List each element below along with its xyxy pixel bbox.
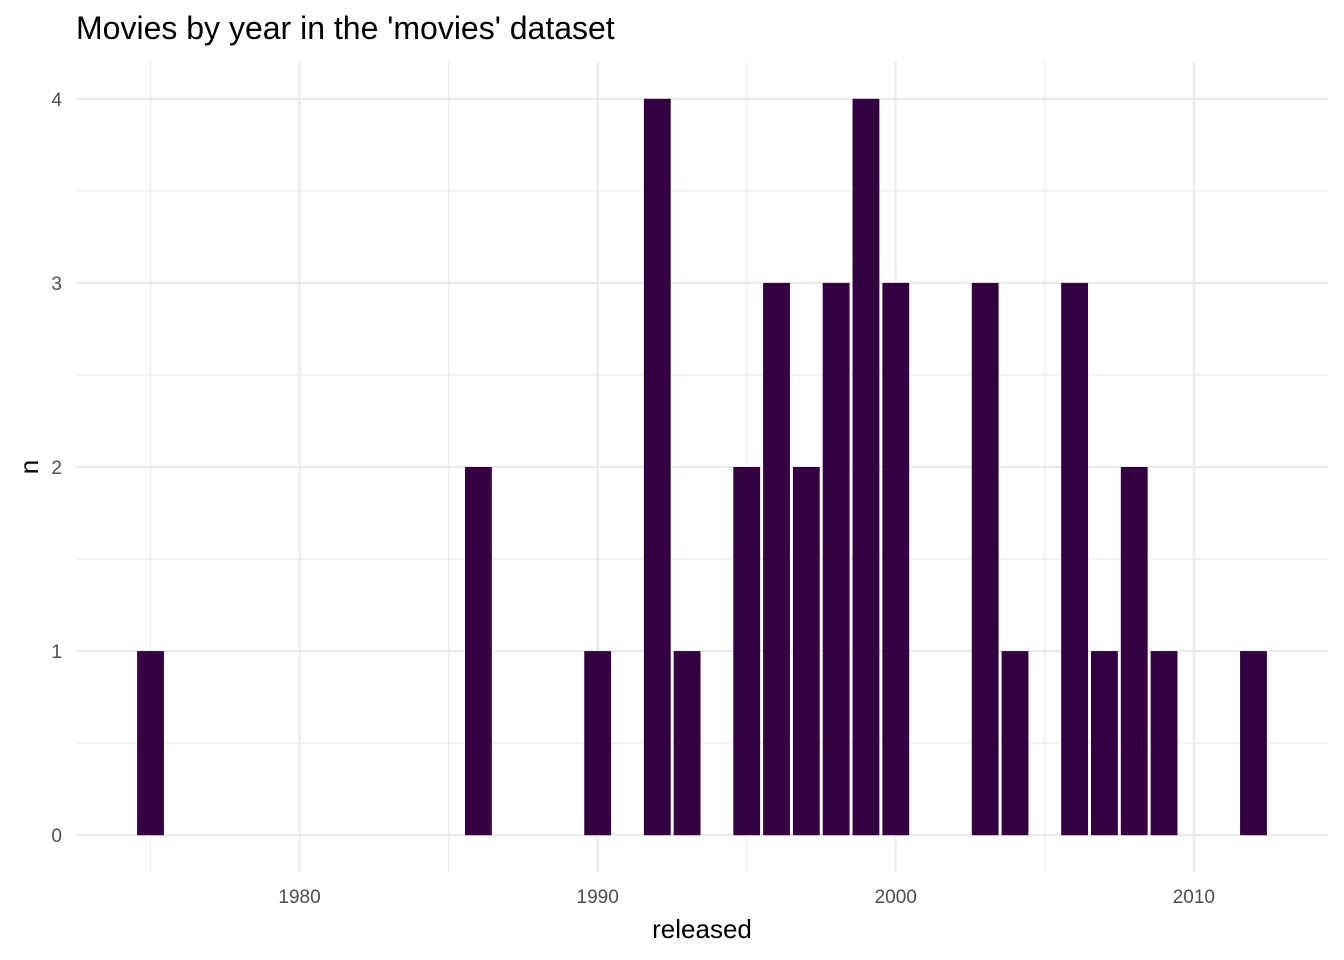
y-tick-label: 2: [51, 458, 62, 479]
x-tick-label: 2000: [875, 887, 917, 908]
y-tick-label: 1: [51, 642, 62, 663]
bar: [137, 651, 164, 836]
bar: [1061, 282, 1089, 836]
y-axis-ticks: 0 1 2 3 4: [51, 90, 62, 847]
bar: [465, 467, 492, 836]
bar: [643, 98, 671, 836]
bar: [1120, 467, 1148, 836]
bar: [733, 467, 761, 836]
bar: [971, 282, 999, 836]
bars: [137, 98, 1267, 836]
y-axis-title: n: [14, 460, 44, 474]
bar: [1150, 651, 1178, 836]
bar: [882, 282, 910, 836]
bar: [792, 467, 820, 836]
bar: [673, 651, 701, 836]
x-axis-ticks: 1980 1990 2000 2010: [278, 887, 1215, 908]
x-tick-label: 1990: [577, 887, 619, 908]
bar: [1091, 651, 1118, 836]
bar: [822, 282, 850, 836]
bar: [852, 98, 880, 836]
bar: [763, 282, 790, 836]
bar: [584, 651, 612, 836]
y-tick-label: 4: [51, 90, 62, 111]
chart-title: Movies by year in the 'movies' dataset: [76, 10, 615, 46]
bar: [1001, 651, 1029, 836]
bar: [1240, 651, 1267, 836]
y-tick-label: 3: [51, 274, 62, 295]
x-tick-label: 1980: [278, 887, 320, 908]
x-axis-title: released: [652, 914, 752, 944]
x-tick-label: 2010: [1173, 887, 1215, 908]
grid: [76, 62, 1328, 872]
y-tick-label: 0: [51, 826, 62, 847]
